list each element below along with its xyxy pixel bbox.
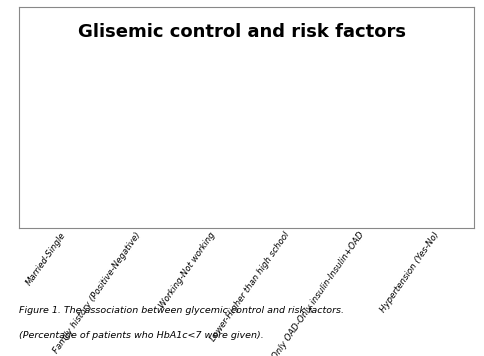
Text: Figure 1. The association between glycemic control and risk factors.: Figure 1. The association between glycem… <box>19 306 344 315</box>
Text: 16.9: 16.9 <box>349 167 368 177</box>
Text: 13.5: 13.5 <box>370 177 388 186</box>
Bar <box>136 96 154 228</box>
Bar <box>434 104 453 228</box>
Text: Glisemic control and risk factors: Glisemic control and risk factors <box>78 23 406 41</box>
Text: 20.8: 20.8 <box>61 156 80 165</box>
Text: 44.1: 44.1 <box>330 89 348 98</box>
Bar <box>116 144 134 228</box>
Bar <box>329 100 348 228</box>
Text: 33.6: 33.6 <box>41 119 60 128</box>
Bar <box>349 179 368 228</box>
Text: 28.8: 28.8 <box>116 133 134 142</box>
Bar <box>414 143 433 228</box>
Text: 23.9: 23.9 <box>265 147 283 156</box>
Text: 42.5: 42.5 <box>434 93 453 102</box>
Bar <box>265 158 284 228</box>
Text: 55.6: 55.6 <box>285 55 303 64</box>
Bar <box>285 67 303 228</box>
Text: 29.3: 29.3 <box>414 131 433 141</box>
Bar <box>61 167 80 228</box>
Text: 41.2: 41.2 <box>190 97 209 106</box>
Bar <box>41 130 60 228</box>
Text: (Percentage of patients who HbA1c<7 were given).: (Percentage of patients who HbA1c<7 were… <box>19 331 264 340</box>
Text: 28.7: 28.7 <box>211 133 229 142</box>
Bar <box>369 189 388 228</box>
Bar <box>210 145 229 228</box>
Text: 45.5: 45.5 <box>136 84 154 93</box>
Bar <box>190 108 209 228</box>
